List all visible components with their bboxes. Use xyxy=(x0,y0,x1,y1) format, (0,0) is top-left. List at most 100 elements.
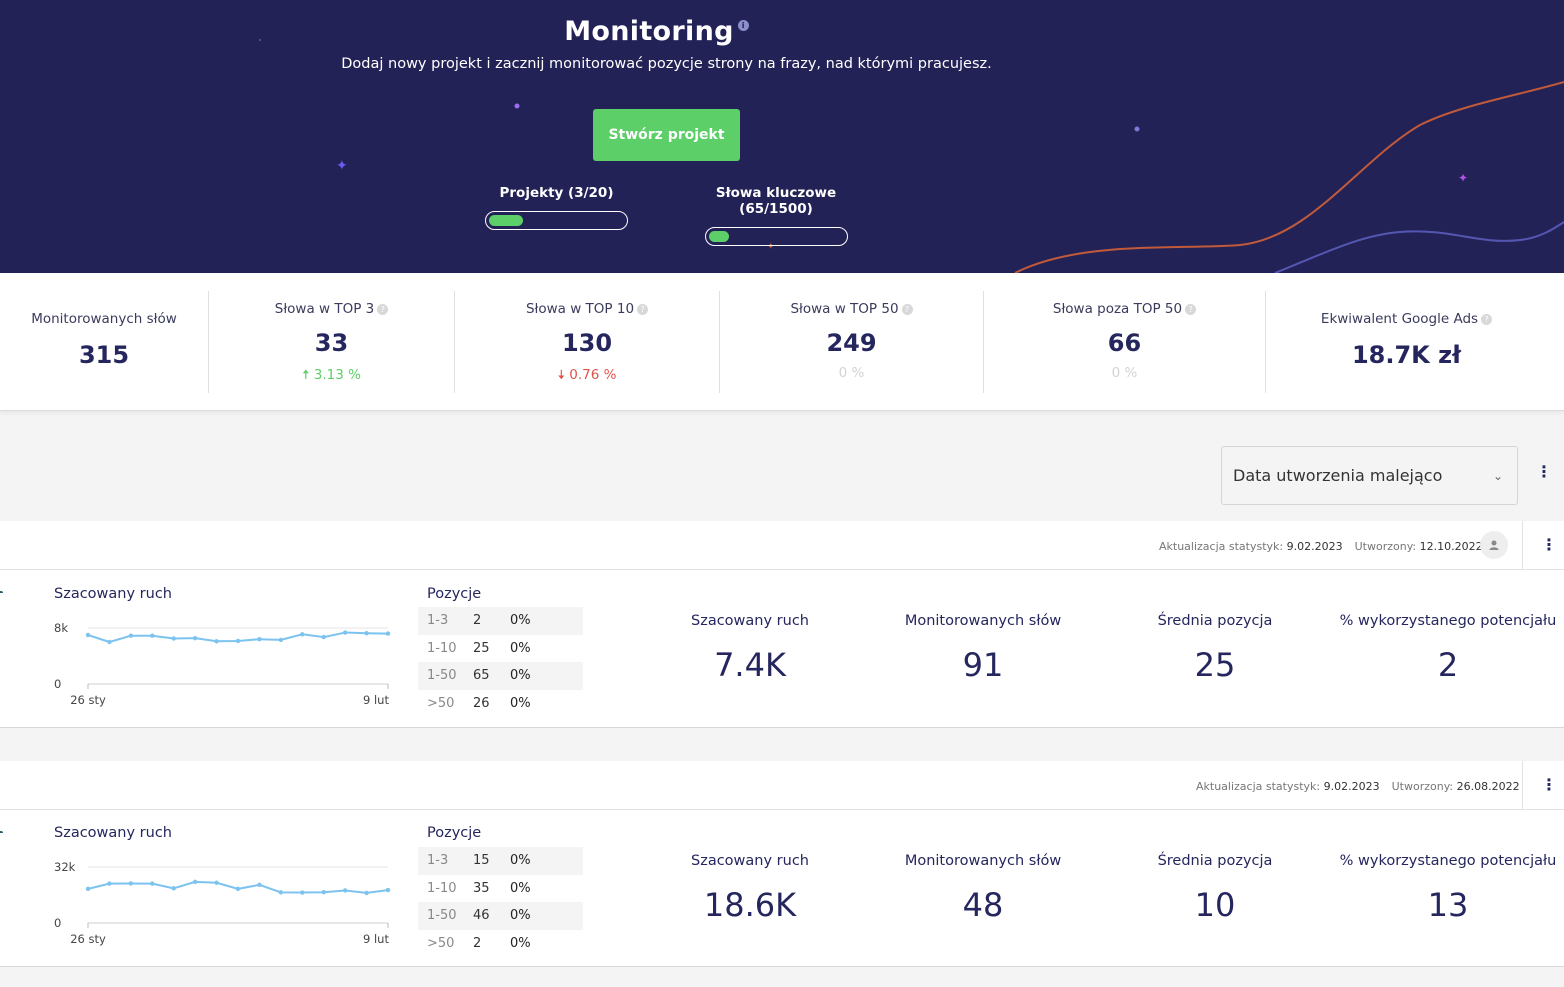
table-row: 1-10 25 0% xyxy=(418,635,583,663)
data-point xyxy=(107,881,112,886)
data-point xyxy=(85,886,91,892)
stat-top10: Słowa w TOP 10? 130 🠇 0.76 % xyxy=(454,291,719,393)
chevron-down-icon: ⌄ xyxy=(1492,469,1503,483)
help-icon[interactable]: ? xyxy=(1185,304,1197,315)
hero-decoration: ✦ ✦ ✦ xyxy=(259,39,1564,273)
project-options-kebab-icon[interactable]: ⋮ xyxy=(1541,775,1557,794)
position-pct: 0% xyxy=(510,695,531,711)
updated-label: Aktualizacja statystyk: xyxy=(1196,780,1321,793)
project-options-kebab-icon[interactable]: ⋮ xyxy=(1541,535,1557,554)
updated-date: 9.02.2023 xyxy=(1286,540,1343,553)
stat-value: 18.7K zł xyxy=(1351,341,1462,369)
metric-monitored-words: Monitorowanych słów 91 xyxy=(868,613,1098,684)
stat-label: Słowa w TOP 10 xyxy=(525,301,635,317)
metric-potential-used: % wykorzystanego potencjału 13 xyxy=(1333,853,1563,924)
position-count: 2 xyxy=(473,613,482,629)
project-meta: Aktualizacja statystyk: 9.02.2023 Utworzo… xyxy=(1196,780,1520,793)
help-icon[interactable]: ? xyxy=(637,304,649,315)
metric-label: Szacowany ruch xyxy=(691,853,809,869)
project-logo-fragment xyxy=(0,591,3,593)
project-card: Aktualizacja statystyk: 9.02.2023 Utworzo… xyxy=(0,761,1564,967)
position-pct: 0% xyxy=(510,935,531,951)
data-point xyxy=(364,890,369,896)
data-point xyxy=(342,630,348,635)
y-tick-label: 8k xyxy=(54,621,68,635)
created-label: Utworzony: xyxy=(1391,780,1454,793)
project-meta: Aktualizacja statystyk: 9.02.2023 Utworzo… xyxy=(1159,540,1483,553)
help-icon[interactable]: ? xyxy=(377,304,389,315)
data-point xyxy=(171,886,176,891)
sort-select[interactable]: Data utworzenia malejąco ⌄ xyxy=(1221,446,1518,505)
positions-title: Pozycje xyxy=(427,825,482,841)
help-icon[interactable]: ? xyxy=(901,304,913,315)
data-point xyxy=(257,637,262,642)
stat-value: 130 xyxy=(561,329,613,357)
table-row: 1-3 15 0% xyxy=(418,847,583,875)
data-point xyxy=(342,888,348,893)
keywords-quota-bar xyxy=(705,227,848,246)
data-point xyxy=(257,882,262,888)
position-range: 1-3 xyxy=(427,613,449,629)
stat-change: 0 % xyxy=(1111,365,1138,381)
traffic-chart: 8k 0 26 sty 9 lut xyxy=(54,621,391,707)
position-range: 1-10 xyxy=(427,640,457,656)
help-icon[interactable]: ? xyxy=(1481,314,1493,325)
position-count: 46 xyxy=(473,908,490,924)
summary-stats: Monitorowanych słów 315 Słowa w TOP 3? 3… xyxy=(0,273,1564,411)
position-pct: 0% xyxy=(510,668,531,684)
data-point xyxy=(107,639,112,645)
metric-value: 13 xyxy=(1427,886,1469,924)
stat-label: Monitorowanych słów xyxy=(31,311,177,327)
project-card-header: Aktualizacja statystyk: 9.02.2023 Utworzo… xyxy=(0,521,1564,570)
metric-value: 25 xyxy=(1194,646,1236,684)
stat-top50: Słowa w TOP 50? 249 0 % xyxy=(719,291,983,393)
info-icon[interactable]: i xyxy=(737,20,749,31)
keywords-quota-fill xyxy=(709,231,729,242)
metric-value: 48 xyxy=(962,886,1004,924)
updated-label: Aktualizacja statystyk: xyxy=(1159,540,1284,553)
metric-label: % wykorzystanego potencjału xyxy=(1339,613,1557,629)
hero-banner: ✦ ✦ ✦ Monitoring i Dodaj nowy projekt i z… xyxy=(0,0,1564,273)
metric-traffic: Szacowany ruch 7.4K xyxy=(635,613,865,684)
y-tick-label: 32k xyxy=(54,860,76,874)
data-point xyxy=(321,890,326,895)
data-point xyxy=(171,636,176,641)
table-row: 1-50 65 0% xyxy=(418,662,583,690)
stat-label: Ekwiwalent Google Ads xyxy=(1320,311,1479,327)
decor-sparkle: ✦ xyxy=(1458,171,1468,185)
data-point xyxy=(235,886,241,892)
stat-change: 3.13 % xyxy=(313,367,361,383)
metric-average-position: Średnia pozycja 10 xyxy=(1100,853,1330,924)
stat-google-ads-equivalent: Ekwiwalent Google Ads? 18.7K zł xyxy=(1265,291,1547,393)
data-point xyxy=(214,639,219,644)
decor-wave-blue xyxy=(1274,221,1564,273)
data-point xyxy=(150,881,155,886)
y-tick-label: 0 xyxy=(54,916,61,930)
position-range: >50 xyxy=(427,935,455,951)
position-count: 35 xyxy=(473,880,490,896)
data-point xyxy=(214,880,219,885)
x-tick-label: 26 sty xyxy=(70,932,106,946)
data-point xyxy=(300,632,305,637)
metric-monitored-words: Monitorowanych słów 48 xyxy=(868,853,1098,924)
stat-monitored-words: Monitorowanych słów 315 xyxy=(0,291,208,393)
decor-dot xyxy=(259,39,261,41)
decor-dot xyxy=(1134,126,1140,132)
list-options-kebab-icon[interactable]: ⋮ xyxy=(1536,462,1552,481)
data-point xyxy=(235,638,241,644)
page-title-text: Monitoring xyxy=(564,16,734,47)
traffic-chart: 32k 0 26 sty 9 lut xyxy=(54,860,391,946)
position-count: 2 xyxy=(473,935,482,951)
data-point xyxy=(364,631,369,636)
data-point xyxy=(278,890,284,895)
table-row: 1-3 2 0% xyxy=(418,607,583,635)
stat-value: 66 xyxy=(1107,329,1142,357)
owner-button[interactable] xyxy=(1480,531,1508,559)
metric-label: % wykorzystanego potencjału xyxy=(1339,853,1557,869)
y-tick-label: 0 xyxy=(54,677,61,691)
positions-title: Pozycje xyxy=(427,586,482,602)
metric-traffic: Szacowany ruch 18.6K xyxy=(635,853,865,924)
stat-label: Słowa w TOP 3 xyxy=(274,301,375,317)
projects-quota-fill xyxy=(489,215,523,226)
create-project-button[interactable]: Stwórz projekt xyxy=(593,109,740,161)
